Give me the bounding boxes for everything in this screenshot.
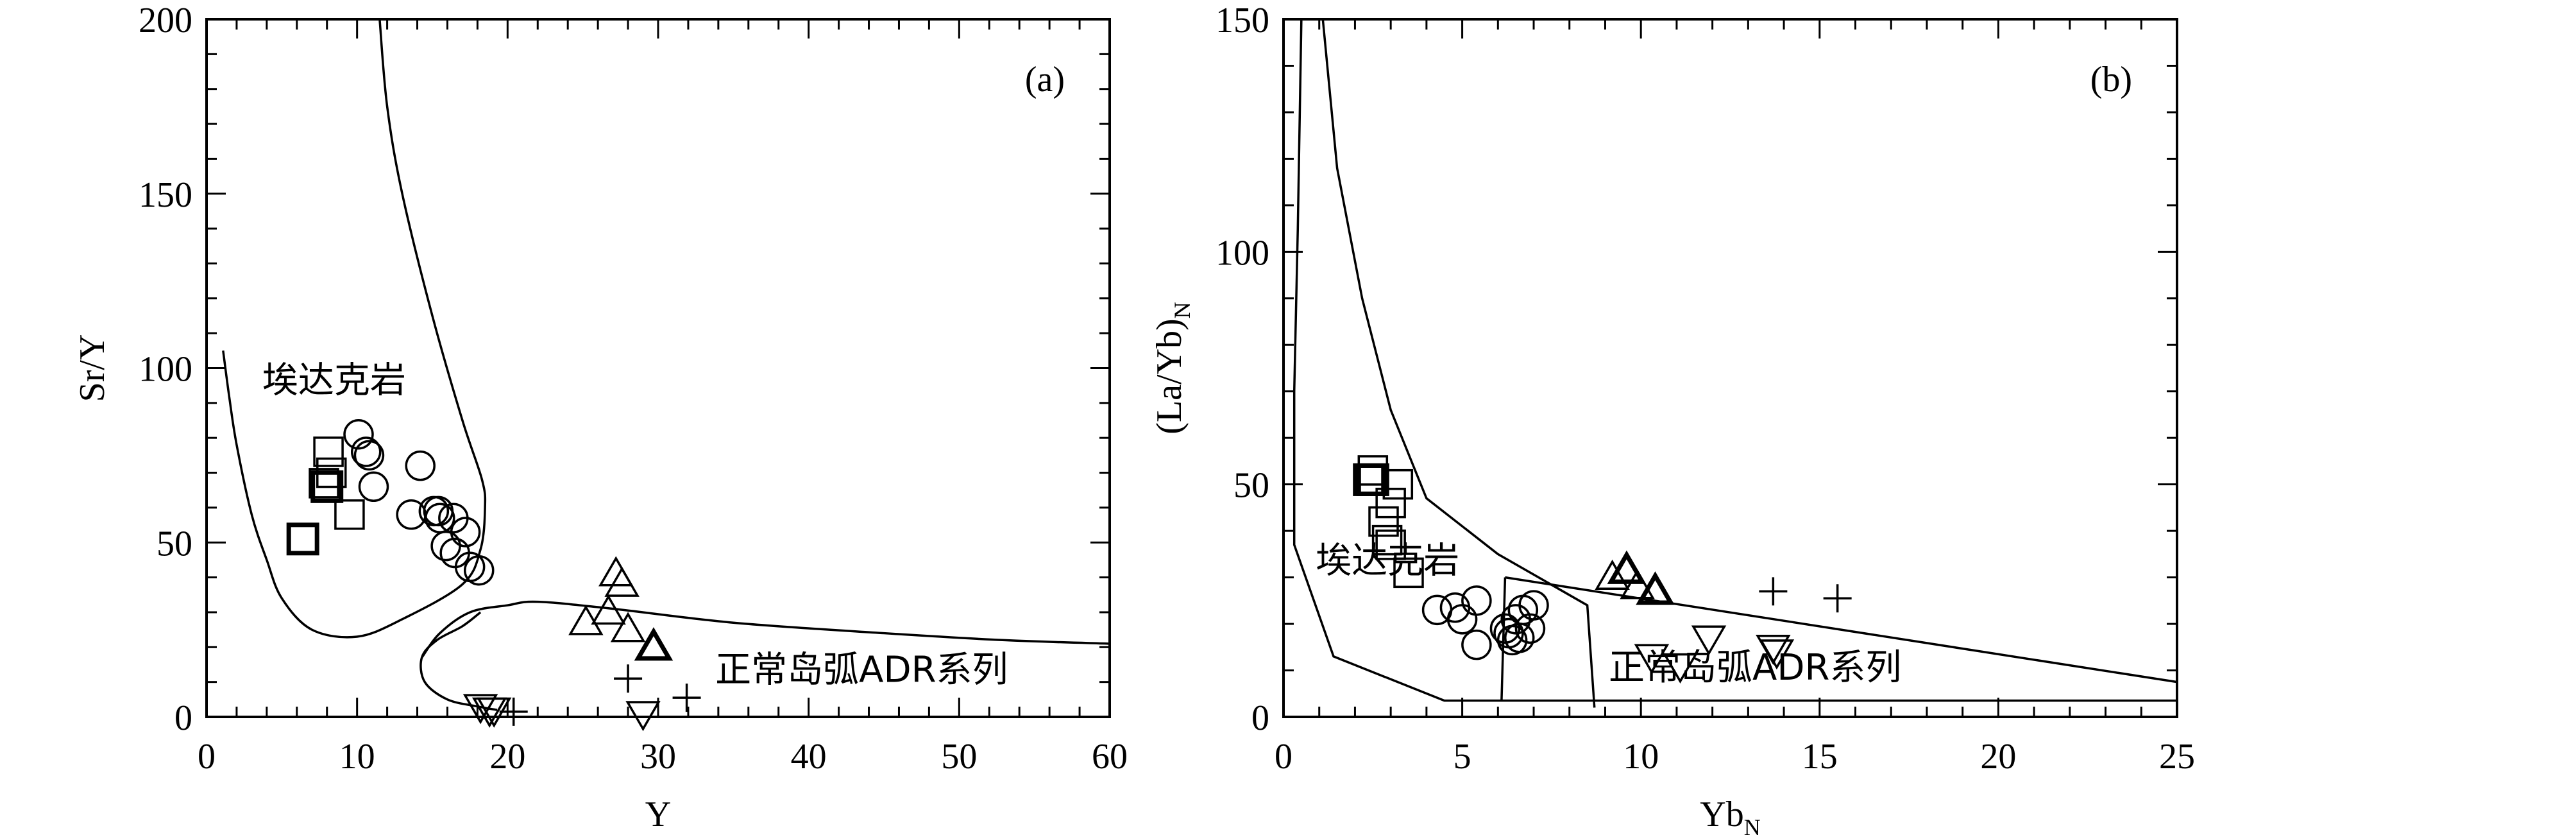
panel-a-marker-open-circle — [358, 471, 389, 503]
panel-a-marker-open-circle — [343, 419, 374, 450]
panel-b-y-tick-label: 50 — [1233, 466, 1269, 506]
panel-b-boundary-line-0 — [1321, 19, 1596, 708]
panel-b-marker-open-triangle-down — [1759, 639, 1795, 670]
panel-a-y-tick-label: 50 — [157, 524, 192, 564]
panel-b-boundary-line-3 — [1500, 577, 1507, 701]
panel-a-marker-open-triangle-bold — [634, 627, 674, 661]
panel-a-boundary-line-1 — [419, 611, 498, 711]
panel-a-marker-open-triangle-down — [625, 701, 661, 732]
panel-a-y-tick-label: 150 — [139, 175, 192, 215]
panel-b-marker-open-square — [1375, 529, 1406, 560]
panel-a-marker-open-square — [309, 468, 339, 499]
panel-a-x-axis-title: Y — [645, 795, 671, 834]
panel-b-boundary-line-1 — [1292, 19, 2177, 702]
panel-a-region-label-adakite: 埃达克岩 — [262, 360, 406, 402]
panel-b-y-axis-title: (La/Yb)N — [1149, 302, 1195, 434]
panel-a-marker-open-circle — [405, 450, 436, 481]
panel-b-marker-open-triangle — [1595, 559, 1630, 590]
panel-b-x-axis-title-subscript: N — [1744, 814, 1761, 835]
panel-a-marker-plus — [672, 684, 701, 712]
panel-a-plot-area: 0 10 20 30 40 50 60 0 50 100 150 200 — [139, 1, 1128, 777]
panel-a-marker-plus — [614, 664, 643, 693]
panel-b-y-axis-title-main: (La/Yb) — [1149, 318, 1189, 434]
panel-b-marker-open-square-bold — [1356, 463, 1389, 496]
panel-a-marker-open-square-bold — [286, 522, 319, 556]
panel-a-marker-open-circle — [430, 530, 461, 562]
panel-b-marker-open-circle — [1518, 590, 1549, 621]
panel-a-x-tick-label: 20 — [489, 737, 525, 777]
panel-b-marker-open-triangle-bold — [1607, 550, 1647, 584]
panel-b-marker-open-triangle-bold — [1636, 571, 1675, 605]
panel-a-boundary-line-0 — [222, 19, 487, 639]
panel-b-marker-open-circle — [1461, 585, 1492, 616]
panel-b-x-axis-title: YbN — [1700, 795, 1760, 835]
panel-a-x-tick-label: 40 — [791, 737, 827, 777]
panel-a-marker-open-triangle — [610, 612, 646, 642]
panel-a-region-label-normal-arc-adr: 正常岛弧ADR系列 — [715, 650, 1008, 691]
panel-a-y-axis-title: Sr/Y — [72, 334, 112, 402]
panel-a-marker-open-triangle-down — [462, 694, 498, 725]
panel-b-x-tick-label: 25 — [2159, 737, 2195, 777]
panel-b-marker-open-triangle-down — [1634, 644, 1670, 675]
panel-a-y-tick-label: 200 — [139, 1, 192, 40]
panel-a-marker-open-circle — [350, 436, 382, 467]
panel-a-x-tick-label: 30 — [640, 737, 676, 777]
panel-a-marker-open-square — [313, 436, 344, 467]
panel-b-marker-plus — [1759, 577, 1788, 606]
panel-a-marker-open-circle — [450, 517, 481, 547]
panel-b-boundary-line-2 — [1505, 576, 2178, 684]
panel-a-marker-open-circle — [463, 555, 495, 586]
panel-a-y-tick-label: 0 — [174, 698, 192, 738]
panel-a-marker-plus — [499, 697, 528, 726]
panel-b-x-tick-label: 10 — [1623, 737, 1659, 777]
panel-a-marker-open-triangle-down — [471, 697, 507, 728]
panel-b-x-tick-label: 5 — [1453, 737, 1471, 777]
panel-b-marker-open-square — [1375, 487, 1406, 519]
panel-b-marker-open-circle — [1496, 624, 1528, 656]
panel-a-marker-open-square-bold — [310, 470, 344, 503]
panel-b-label: (b) — [2090, 60, 2132, 99]
panel-b-marker-open-circle — [1461, 629, 1492, 660]
panel-b-y-tick-label: 0 — [1251, 698, 1269, 738]
panel-a-marker-open-triangle — [568, 605, 604, 635]
panel-b-marker-open-circle — [1514, 613, 1546, 644]
panel-a-marker-open-square — [334, 499, 365, 530]
panel-b-plot-frame — [1282, 18, 2178, 718]
panel-a-y-tick-label: 100 — [139, 350, 192, 390]
panel-a-boundary-line-2 — [421, 600, 1110, 659]
panel-b-region-label-normal-arc-adr: 正常岛弧ADR系列 — [1609, 647, 1901, 689]
panel-a-sr-y-vs-y: 0 10 20 30 40 50 60 0 50 100 150 200 (a) Y Sr/Y 埃达克… — [72, 1, 1128, 834]
panel-b-region-label-adakite: 埃达克岩 — [1316, 540, 1459, 581]
panel-b-x-tick-label: 0 — [1275, 737, 1292, 777]
panel-b-x-tick-label: 20 — [1980, 737, 2016, 777]
panel-a-marker-open-circle — [353, 440, 385, 471]
panel-b-marker-open-triangle — [1620, 569, 1655, 599]
panel-a-marker-open-triangle — [591, 594, 626, 625]
panel-b-marker-open-triangle-down — [1663, 653, 1698, 684]
panel-b-marker-open-square — [1371, 524, 1403, 556]
panel-b-x-axis-title-main: Yb — [1700, 795, 1743, 834]
panel-b-marker-plus — [1823, 584, 1852, 613]
panel-b-y-tick-label: 100 — [1216, 233, 1269, 273]
panel-a-x-tick-label: 50 — [941, 737, 977, 777]
panel-b-marker-open-square — [1368, 506, 1399, 537]
panel-a-label: (a) — [1025, 60, 1065, 99]
panel-b-y-axis-title-subscript: N — [1169, 302, 1195, 318]
panel-b-x-tick-label: 15 — [1802, 737, 1838, 777]
panel-b-marker-open-triangle-down — [1691, 625, 1727, 656]
panel-b-marker-open-square — [1393, 557, 1424, 589]
panel-b-y-tick-label: 150 — [1216, 1, 1269, 40]
panel-a-marker-open-triangle — [604, 566, 640, 597]
panel-b-plot-area: 0 5 10 15 20 25 0 50 100 150 — [1216, 1, 2195, 777]
panel-a-x-tick-label: 10 — [339, 737, 375, 777]
panel-a-x-tick-label: 0 — [198, 737, 216, 777]
panel-a-x-tick-label: 60 — [1092, 737, 1128, 777]
